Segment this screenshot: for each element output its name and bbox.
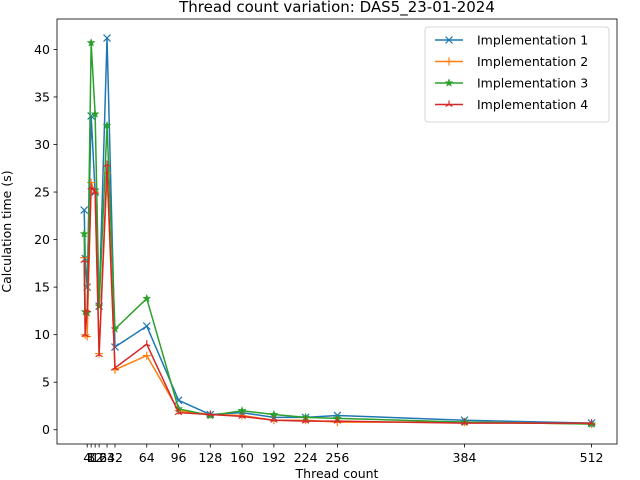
- x-tick-label: 16: [91, 450, 107, 465]
- y-tick-label: 10: [34, 327, 50, 342]
- data-point: [142, 351, 151, 360]
- legend-entry: Implementation 3: [435, 76, 588, 91]
- data-point: [269, 409, 279, 419]
- data-point: [445, 100, 453, 108]
- data-point: [80, 206, 89, 215]
- data-point: [83, 305, 91, 313]
- legend-label: Implementation 4: [477, 97, 588, 112]
- data-point: [110, 324, 120, 333]
- x-tick-label: 128: [198, 450, 222, 465]
- series-line: [83, 163, 592, 424]
- x-tick-label: 12: [87, 450, 103, 465]
- x-tick-label: 4: [83, 450, 91, 465]
- x-tick-label: 96: [171, 450, 187, 465]
- y-tick-label: 35: [34, 89, 50, 104]
- x-tick-label: 24: [99, 450, 115, 465]
- x-tick-label: 160: [230, 450, 254, 465]
- legend-label: Implementation 2: [477, 54, 588, 69]
- data-point: [95, 350, 103, 358]
- data-point: [81, 330, 89, 338]
- chart-title: Thread count variation: DAS5_23-01-2024: [178, 0, 495, 17]
- y-tick-label: 40: [34, 42, 50, 57]
- x-tick-label: 256: [325, 450, 349, 465]
- x-tick-label: 224: [294, 450, 318, 465]
- legend-entry: Implementation 1: [435, 33, 588, 48]
- data-point: [87, 183, 95, 190]
- y-axis-ticks: 0 5 10 15 20 25 30 35 40: [34, 42, 57, 437]
- x-tick-label: 192: [262, 450, 286, 465]
- data-point: [142, 322, 151, 331]
- data-point: [111, 363, 119, 371]
- legend-box: [424, 26, 610, 123]
- y-tick-label: 20: [34, 232, 50, 247]
- data-point: [270, 416, 278, 423]
- data-point: [91, 188, 99, 195]
- data-point: [174, 408, 183, 416]
- data-point: [444, 78, 454, 87]
- y-tick-label: 25: [34, 185, 50, 200]
- data-point: [102, 120, 112, 130]
- series-2: [80, 169, 596, 429]
- data-point: [80, 256, 88, 264]
- data-point: [94, 301, 104, 311]
- data-point: [445, 57, 453, 66]
- y-tick-label: 5: [42, 375, 50, 390]
- data-point: [301, 417, 310, 424]
- data-point: [90, 109, 100, 118]
- data-point: [103, 34, 111, 42]
- x-tick-label: 64: [139, 450, 155, 465]
- y-tick-label: 0: [42, 422, 50, 437]
- series-4: [80, 160, 596, 426]
- legend-entry: Implementation 2: [435, 54, 588, 69]
- data-point: [86, 37, 96, 47]
- data-point: [333, 417, 342, 424]
- data-point: [238, 412, 246, 419]
- x-tick-label: 512: [580, 450, 604, 465]
- data-point: [445, 36, 453, 44]
- plot-area: [79, 34, 597, 429]
- data-point: [142, 340, 151, 347]
- legend: Implementation 1 Implementation 2 Implemen…: [424, 26, 610, 123]
- x-tick-label: 8: [87, 450, 95, 465]
- data-point: [83, 332, 92, 341]
- y-tick-label: 30: [34, 137, 50, 152]
- data-point: [79, 229, 89, 238]
- series-line: [83, 172, 592, 425]
- x-axis-label: Thread count: [295, 466, 379, 480]
- data-point: [237, 405, 247, 415]
- data-point: [103, 160, 111, 167]
- legend-entry: Implementation 4: [435, 97, 588, 112]
- data-point: [142, 293, 152, 303]
- x-tick-label: 32: [107, 450, 123, 465]
- y-tick-label: 15: [34, 280, 50, 295]
- legend-label: Implementation 1: [477, 33, 588, 48]
- data-point: [111, 343, 119, 351]
- data-point: [460, 419, 469, 426]
- legend-label: Implementation 3: [477, 76, 588, 91]
- data-point: [206, 410, 215, 418]
- x-tick-label: 384: [453, 450, 477, 465]
- y-axis-label: Calculation time (s): [0, 170, 14, 292]
- data-point: [587, 419, 596, 426]
